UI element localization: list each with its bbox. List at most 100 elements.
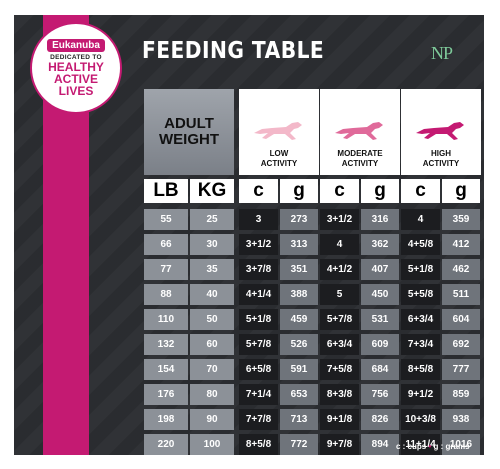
moderate-activity-header: MODERATE ACTIVITY [320,89,400,175]
unit-lb-header: LB [144,179,188,203]
cell-kg: 35 [190,259,234,280]
unit-grams-moderate-header: g [361,179,399,203]
cell-kg: 40 [190,284,234,305]
cell-high-cups: 6+3/4 [401,309,440,330]
table-row: 132 60 5+7/8 526 6+3/4 609 7+3/4 692 [144,334,480,355]
badge-lives: LIVES [58,84,94,98]
unit-cups-moderate-header: c [320,179,359,203]
cell-low-cups: 7+1/4 [239,384,278,405]
feeding-table-panel: Eukanuba DEDICATED TO HEALTHY ACTIVE LIV… [14,15,484,455]
cell-low-grams: 351 [280,259,318,280]
badge-healthy: HEALTHY [48,60,104,74]
cell-kg: 25 [190,209,234,230]
cell-moderate-cups: 3+1/2 [320,209,359,230]
badge-tagline: DEDICATED TO [50,54,102,61]
table-row: 220 100 8+5/8 772 9+7/8 894 11+1/4 1016 [144,434,480,455]
table-row: 198 90 7+7/8 713 9+1/8 826 10+3/8 938 [144,409,480,430]
legend-cups: c : cups [396,442,427,451]
cell-moderate-grams: 450 [361,284,399,305]
cell-high-grams: 462 [442,259,480,280]
cell-kg: 100 [190,434,234,455]
high-activity-line1: HIGH [430,149,451,158]
cell-high-cups: 5+5/8 [401,284,440,305]
cell-lb: 77 [144,259,188,280]
table-row: 88 40 4+1/4 388 5 450 5+5/8 511 [144,284,480,305]
cell-moderate-cups: 4 [320,234,359,255]
cell-kg: 80 [190,384,234,405]
moderate-activity-line1: MODERATE [337,149,383,158]
running-dog-icon [335,122,383,140]
cell-high-cups: 7+3/4 [401,334,440,355]
cell-high-grams: 1016 [442,434,480,455]
cell-low-grams: 591 [280,359,318,380]
cell-moderate-cups: 9+7/8 [320,434,359,455]
brand-logo: Eukanuba [47,39,105,52]
cell-low-cups: 5+1/8 [239,309,278,330]
cell-lb: 176 [144,384,188,405]
cell-high-cups: 5+1/8 [401,259,440,280]
cell-high-grams: 511 [442,284,480,305]
cell-moderate-cups: 5+7/8 [320,309,359,330]
unit-grams-low-header: g [280,179,318,203]
legend-separator: • [428,442,432,451]
high-activity-header: HIGH ACTIVITY [401,89,481,175]
cell-low-grams: 772 [280,434,318,455]
cell-low-cups: 3 [239,209,278,230]
low-activity-line1: LOW [269,149,289,158]
cell-low-cups: 5+7/8 [239,334,278,355]
cell-low-grams: 459 [280,309,318,330]
cell-low-cups: 8+5/8 [239,434,278,455]
low-activity-header: LOW ACTIVITY [239,89,319,175]
cell-low-grams: 713 [280,409,318,430]
cell-moderate-grams: 609 [361,334,399,355]
cell-high-grams: 938 [442,409,480,430]
high-activity-line2: ACTIVITY [422,159,460,168]
cell-moderate-cups: 5 [320,284,359,305]
cell-moderate-cups: 8+3/8 [320,384,359,405]
page-title: FEEDING TABLE [142,38,325,64]
cell-moderate-cups: 9+1/8 [320,409,359,430]
badge-active: ACTIVE [53,72,98,86]
running-dog-icon [254,122,302,140]
cell-moderate-grams: 531 [361,309,399,330]
cell-high-grams: 692 [442,334,480,355]
cell-moderate-grams: 894 [361,434,399,455]
np-logo: NP [431,43,453,63]
units-legend: c : cups • g : grams [396,442,470,451]
cell-lb: 66 [144,234,188,255]
cell-low-cups: 6+5/8 [239,359,278,380]
cell-moderate-grams: 362 [361,234,399,255]
cell-high-cups: 11+1/4 [401,434,440,455]
cell-lb: 55 [144,209,188,230]
weight-header-line1: ADULT [164,115,214,132]
cell-high-grams: 412 [442,234,480,255]
cell-high-cups: 9+1/2 [401,384,440,405]
table-row: 176 80 7+1/4 653 8+3/8 756 9+1/2 859 [144,384,480,405]
eukanuba-badge: Eukanuba DEDICATED TO HEALTHY ACTIVE LIV… [30,22,122,114]
unit-grams-high-header: g [442,179,480,203]
cell-low-grams: 653 [280,384,318,405]
running-dog-icon [416,122,464,140]
cell-lb: 132 [144,334,188,355]
weight-header-line2: WEIGHT [159,131,219,148]
cell-kg: 60 [190,334,234,355]
cell-moderate-cups: 6+3/4 [320,334,359,355]
cell-kg: 70 [190,359,234,380]
cell-moderate-grams: 407 [361,259,399,280]
cell-low-cups: 3+7/8 [239,259,278,280]
cell-lb: 198 [144,409,188,430]
table-row: 55 25 3 273 3+1/2 316 4 359 [144,209,480,230]
adult-weight-header: ADULT WEIGHT [144,89,234,175]
cell-lb: 88 [144,284,188,305]
cell-moderate-grams: 826 [361,409,399,430]
moderate-activity-line2: ACTIVITY [341,159,379,168]
cell-moderate-grams: 756 [361,384,399,405]
legend-grams: g : grams [433,442,470,451]
cell-high-cups: 10+3/8 [401,409,440,430]
cell-kg: 90 [190,409,234,430]
cell-high-grams: 359 [442,209,480,230]
cell-high-grams: 777 [442,359,480,380]
cell-low-cups: 7+7/8 [239,409,278,430]
cell-moderate-grams: 684 [361,359,399,380]
unit-kg-header: KG [190,179,234,203]
